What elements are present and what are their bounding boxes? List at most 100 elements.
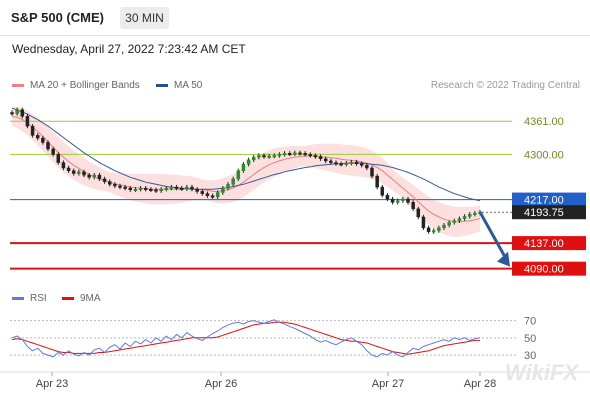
resistance-label-1: 4300.00 — [524, 149, 564, 161]
candle-body — [431, 230, 436, 233]
candle-body — [462, 216, 467, 219]
candle-body — [190, 186, 194, 190]
bollinger-band — [12, 106, 480, 238]
legend-9ma-label: 9MA — [80, 293, 101, 304]
candle-body — [421, 216, 426, 229]
candle-body — [437, 227, 441, 231]
candle-body — [246, 159, 251, 165]
candle-body — [251, 156, 256, 161]
candle-body — [200, 191, 205, 194]
candle-body — [179, 187, 184, 190]
credit-text: Research © 2022 Trading Central — [430, 80, 580, 91]
candle-body — [15, 109, 19, 114]
candle-body — [51, 148, 55, 155]
candle-body — [164, 187, 169, 190]
candle-body — [107, 181, 112, 185]
candle-body — [385, 194, 390, 200]
candle-body — [174, 186, 179, 189]
ma50-line — [11, 107, 481, 202]
candle-body — [473, 212, 477, 215]
candle-body — [30, 125, 35, 136]
legend-rsi-swatch — [12, 296, 24, 300]
candle-body — [272, 155, 277, 158]
candle-body — [61, 162, 66, 169]
candle-body — [416, 208, 421, 218]
x-tick-label-0: Apr 23 — [36, 378, 68, 390]
candle-body — [293, 152, 297, 155]
last-price-box — [512, 205, 586, 220]
candle-body — [375, 175, 379, 188]
candle-body — [334, 162, 338, 165]
candle-body — [128, 187, 133, 191]
x-tick-label-3: Apr 28 — [464, 378, 496, 390]
candle-body — [349, 161, 354, 164]
last-price-label: 4193.75 — [524, 207, 564, 219]
rsi-9ma-line — [11, 321, 480, 355]
candle-body — [97, 174, 102, 180]
header-bar: S&P 500 (CME) 30 MIN — [0, 0, 590, 36]
candle-body — [210, 195, 215, 198]
candle-body — [102, 178, 107, 182]
candle-body — [169, 186, 174, 189]
candle-body — [267, 155, 271, 158]
candle-body — [118, 185, 122, 188]
candle-body — [133, 188, 138, 191]
candle-body — [149, 188, 153, 191]
candle-body — [344, 162, 349, 165]
forecast-arrow-head — [497, 251, 510, 267]
support-label-5: 4090.00 — [524, 264, 564, 276]
candle-body — [426, 227, 431, 232]
candle-body — [395, 200, 400, 203]
resistance-label-0: 4361.00 — [524, 116, 564, 128]
candle-body — [457, 218, 462, 222]
rsi-level-label-0: 70 — [524, 316, 536, 328]
candle-body — [323, 158, 328, 162]
candle-body — [205, 193, 210, 197]
candle-body — [10, 112, 14, 115]
candle-body — [82, 171, 86, 176]
candle-body — [241, 163, 246, 171]
candle-body — [231, 178, 235, 185]
rsi-level-label-1: 50 — [524, 333, 536, 345]
candle-body — [71, 170, 76, 174]
support-label-box-4 — [512, 236, 586, 251]
timeframe-button[interactable]: 30 MIN — [120, 7, 169, 29]
candle-body — [77, 171, 81, 174]
candle-body — [113, 184, 117, 187]
candle-body — [87, 174, 91, 178]
candle-body — [303, 153, 307, 156]
watermark-logo: WikiFX — [505, 360, 579, 385]
pivot-label-box — [512, 192, 586, 207]
candle-body — [185, 186, 189, 189]
candle-body — [380, 186, 385, 196]
legend-rsi-label: RSI — [30, 293, 47, 304]
candle-body — [411, 202, 415, 210]
rsi-line — [11, 319, 481, 358]
support-label-4: 4137.00 — [524, 238, 564, 250]
candle-body — [447, 222, 451, 226]
candle-body — [195, 188, 199, 192]
legend-ma50-label: MA 50 — [174, 80, 203, 91]
candle-body — [359, 163, 364, 166]
candle-body — [215, 192, 220, 198]
rsi-level-label-2: 30 — [524, 350, 536, 362]
candle-body — [154, 189, 158, 192]
candle-body — [452, 220, 457, 223]
pivot-label: 4217.00 — [524, 195, 564, 207]
candle-body — [467, 214, 472, 217]
candle-body — [221, 187, 225, 193]
candle-body — [298, 152, 302, 155]
candle-body — [66, 167, 71, 171]
candle-body — [143, 187, 148, 190]
candle-body — [354, 161, 359, 164]
candle-body — [329, 160, 333, 163]
support-label-box-5 — [512, 261, 586, 276]
candle-body — [35, 135, 40, 139]
x-tick-label-1: Apr 26 — [205, 378, 237, 390]
candle-body — [236, 170, 241, 180]
candle-body — [20, 109, 25, 117]
candle-body — [46, 142, 50, 150]
candle-body — [282, 153, 287, 156]
candle-body — [257, 155, 261, 158]
